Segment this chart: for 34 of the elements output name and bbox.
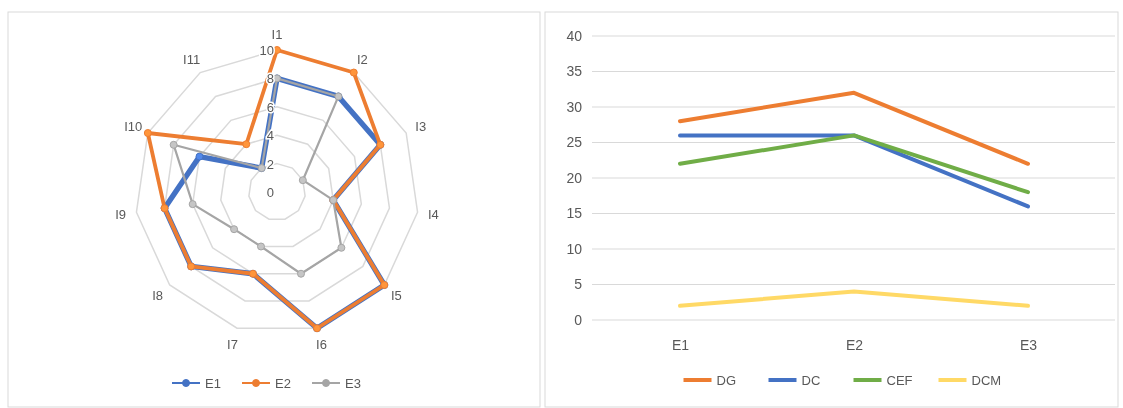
legend-label: E2 <box>275 375 291 391</box>
spoke-label: I10 <box>124 119 143 135</box>
y-tick-label: 10 <box>259 43 274 58</box>
y-tick-label: 30 <box>566 98 583 115</box>
y-tick-label: 6 <box>266 99 274 115</box>
legend-label: E1 <box>205 375 221 391</box>
legend-label: E3 <box>345 375 361 391</box>
spoke-label: I6 <box>316 336 327 352</box>
y-tick-label: 20 <box>566 169 583 186</box>
y-tick-label: 25 <box>566 134 583 151</box>
y-tick-label: 0 <box>266 185 274 200</box>
spoke-label: I3 <box>415 119 427 135</box>
y-tick-label: 0 <box>574 311 583 328</box>
spoke-label: I5 <box>390 288 402 304</box>
spoke-label: I7 <box>227 336 238 352</box>
spoke-label: I1 <box>271 27 283 42</box>
legend-label: DC <box>801 372 821 388</box>
legend-label: DG <box>716 372 736 388</box>
spoke-label: I4 <box>427 207 439 223</box>
legend-label: DCM <box>971 372 1002 388</box>
y-tick-label: 35 <box>566 63 583 80</box>
spoke-label: I8 <box>152 288 164 304</box>
x-tick-label: E3 <box>1019 336 1038 353</box>
legend-label: CEF <box>886 372 913 388</box>
y-tick-label: 10 <box>566 240 583 257</box>
spoke-label: I2 <box>357 52 368 68</box>
y-tick-label: 40 <box>566 27 583 44</box>
y-tick-label: 15 <box>566 205 583 222</box>
spoke-label: I9 <box>115 207 127 223</box>
y-tick-label: 2 <box>266 156 274 172</box>
x-tick-label: E1 <box>671 336 690 353</box>
spoke-label: I11 <box>183 52 201 68</box>
y-tick-label: 5 <box>574 276 583 293</box>
x-tick-label: E2 <box>845 336 864 353</box>
